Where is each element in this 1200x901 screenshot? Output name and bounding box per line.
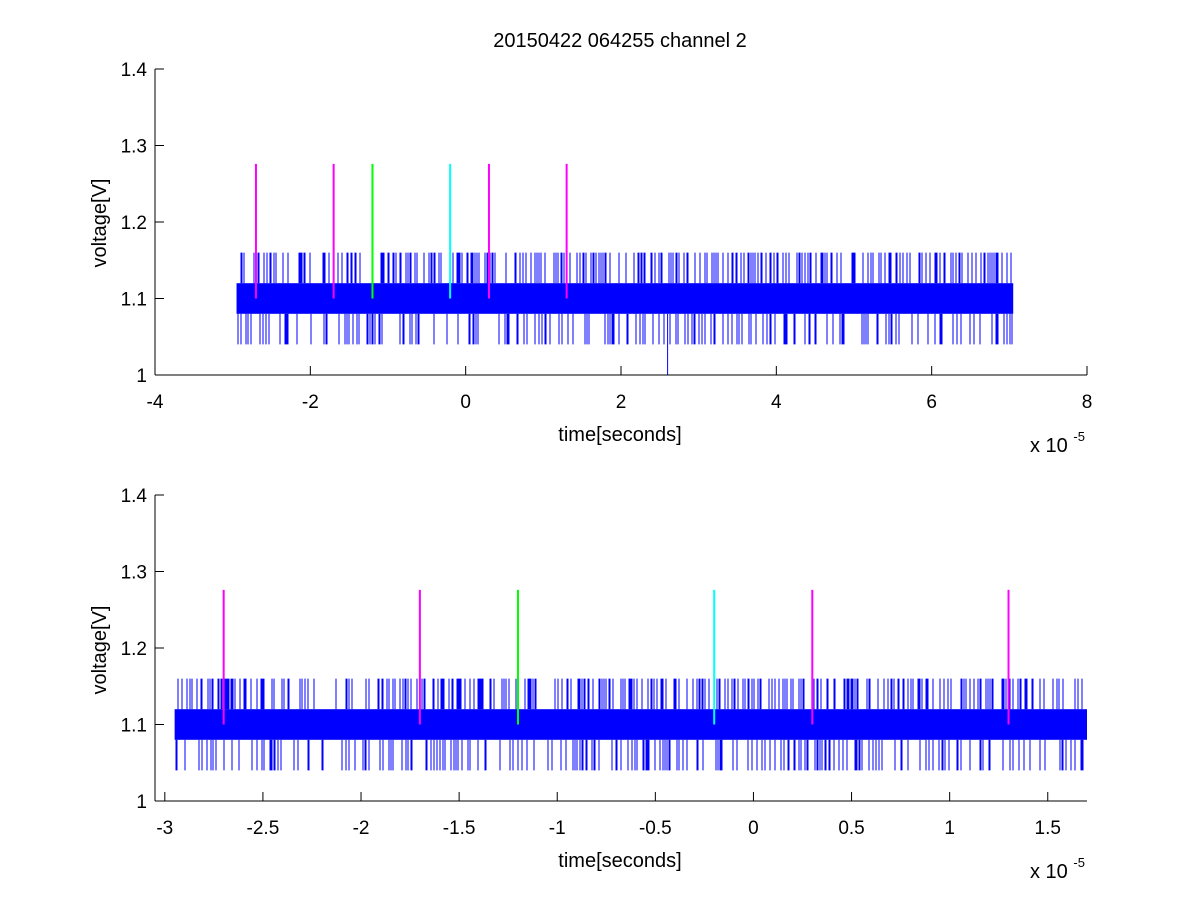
y-tick-label: 1.4: [121, 486, 148, 507]
x-tick-label: 0.5: [838, 818, 864, 839]
y-tick-label: 1.3: [121, 563, 147, 584]
y-tick-label: 1.1: [121, 290, 147, 311]
bottom-plot-xlabel: time[seconds]: [558, 850, 681, 872]
y-tick-label: 1: [136, 366, 147, 387]
x-tick-label: 1: [944, 818, 955, 839]
y-tick-label: 1.4: [121, 60, 148, 81]
top-plot-axes: [154, 69, 1087, 376]
x-tick-label: 0: [748, 818, 759, 839]
top-plot-marks: [236, 163, 1014, 375]
y-tick-label: 1: [136, 792, 147, 813]
top-plot-exponent-power: -5: [1073, 429, 1085, 444]
top-plot: -4 -2 0 2 4 6 8 1 1.1 1.2 1.3 1.4 time[seconds] vol…: [89, 60, 1092, 457]
top-plot-xlabel: time[seconds]: [558, 424, 681, 446]
top-plot-ylabel: voltage[V]: [89, 179, 111, 268]
x-tick-label: -2: [302, 392, 319, 413]
top-plot-ticks: -4 -2 0 2 4 6 8 1 1.1 1.2 1.3 1.4: [121, 60, 1093, 413]
x-tick-label: 4: [771, 392, 782, 413]
y-tick-label: 1.2: [121, 639, 147, 660]
x-tick-label: 8: [1082, 392, 1093, 413]
bottom-plot-ticks: -3 -2.5 -2 -1.5 -1 -0.5 0 0.5 1 1.5 1 1.1 1.2 1.3 1.4: [121, 486, 1061, 839]
chart-title: 20150422 064255 channel 2: [493, 30, 747, 52]
x-tick-label: -1.5: [443, 818, 476, 839]
bottom-plot-ylabel: voltage[V]: [89, 606, 111, 695]
x-tick-label: 1.5: [1035, 818, 1061, 839]
signal-spikes-down: [175, 739, 1084, 771]
top-plot-exponent: x 10 -5: [1030, 429, 1085, 457]
x-tick-label: 2: [616, 392, 627, 413]
y-tick-label: 1.2: [121, 213, 147, 234]
bottom-plot-exponent: x 10 -5: [1030, 855, 1085, 883]
x-tick-label: -0.5: [639, 818, 672, 839]
x-tick-label: 6: [926, 392, 937, 413]
top-plot-exponent-base: x 10: [1030, 435, 1068, 457]
x-tick-label: -4: [147, 392, 164, 413]
y-tick-label: 1.3: [121, 137, 147, 158]
bottom-plot: -3 -2.5 -2 -1.5 -1 -0.5 0 0.5 1 1.511.11.21.31.4 …: [89, 486, 1088, 883]
signal-spikes-down: [237, 313, 1013, 345]
signal-band: [174, 709, 1088, 740]
x-tick-label: 0: [460, 392, 471, 413]
bottom-plot-exponent-base: x 10: [1030, 861, 1068, 883]
x-tick-label: -2.5: [247, 818, 280, 839]
signal-band: [236, 283, 1014, 314]
signal-spikes-up: [240, 252, 1012, 284]
x-tick-label: -3: [156, 818, 173, 839]
x-tick-label: -1: [549, 818, 566, 839]
x-tick-label: -2: [353, 818, 370, 839]
signal-spikes-up: [177, 678, 1083, 710]
bottom-plot-exponent-power: -5: [1073, 855, 1085, 870]
bottom-plot-marks: [174, 589, 1088, 771]
y-tick-label: 1.1: [121, 716, 147, 737]
